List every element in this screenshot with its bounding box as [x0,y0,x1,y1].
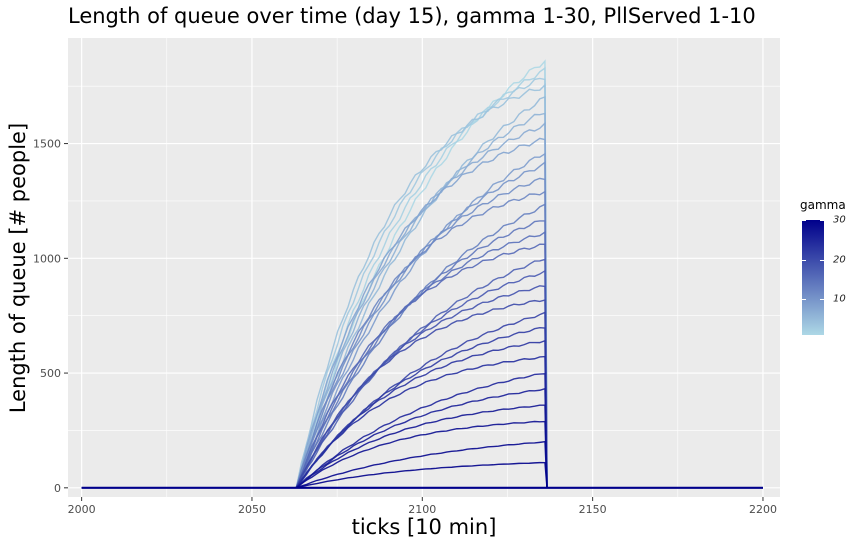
series-line-gamma-12 [81,190,763,489]
series-line-gamma-14 [81,220,763,489]
y-tick-label: 500 [40,367,61,380]
series-line-gamma-27 [81,404,763,489]
legend-tick-mark [802,259,806,261]
x-axis-title: ticks [10 min] [351,515,497,539]
series-line-gamma-17 [81,258,763,489]
chart-title: Length of queue over time (day 15), gamm… [68,4,756,28]
series-line-gamma-16 [81,243,763,489]
series-lines [81,59,763,489]
y-tick-label: 0 [54,482,61,495]
minor-gridlines [68,38,780,497]
x-tick-label: 2200 [749,503,777,516]
series-line-gamma-4 [81,83,763,489]
legend-tick-mark [820,299,824,301]
series-line-gamma-24 [81,355,763,489]
y-axis-title: Length of queue [# people] [6,122,30,414]
series-line-gamma-2 [81,66,763,489]
legend-tick-label: 10 [833,293,846,305]
series-line-gamma-20 [81,299,763,489]
legend-tick-label: 30 [833,214,846,226]
series-line-gamma-3 [81,77,763,489]
legend-tick-label: 20 [833,254,846,266]
legend-tick-mark [802,220,806,221]
series-line-gamma-30 [81,461,763,489]
y-tick-label: 1000 [33,252,61,265]
legend-title: gamma [800,198,846,212]
legend-tick-mark [820,220,824,221]
y-tick-label: 1500 [33,138,61,151]
series-line-gamma-29 [81,440,763,489]
x-tick-label: 2050 [238,503,266,516]
series-line-gamma-1 [81,59,763,489]
series-line-gamma-28 [81,420,763,489]
x-tick-label: 2000 [68,503,96,516]
series-line-gamma-23 [81,339,763,489]
panel-background [68,38,780,497]
legend-tick-mark [820,259,824,261]
series-line-gamma-10 [81,160,763,489]
x-axis-ticks: 2000 2050 2100 2150 2200 [68,497,777,516]
legend-colorbar [802,220,824,335]
legend-tick-mark [802,299,806,301]
x-tick-label: 2150 [579,503,607,516]
series-line-gamma-11 [81,177,763,489]
y-axis-ticks: 0 500 1000 1500 [33,138,68,495]
series-line-gamma-8 [81,137,763,489]
legend: gamma 10 20 30 [800,198,846,335]
series-line-gamma-26 [81,387,763,489]
series-line-gamma-7 [81,121,763,489]
series-line-gamma-9 [81,152,763,489]
x-tick-label: 2100 [408,503,436,516]
